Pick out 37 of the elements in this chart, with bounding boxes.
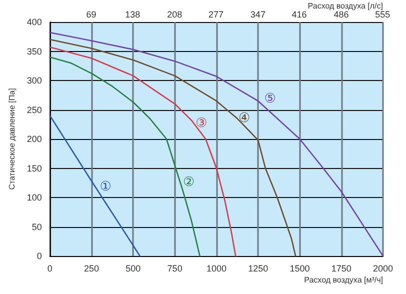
y-axis-title: Статическое давление [Па] (8, 88, 16, 190)
x2-tick-label: 486 (334, 10, 349, 20)
annotation: ⑤ (264, 91, 276, 106)
x2-tick-label: 555 (375, 10, 390, 20)
y-tick-label: 50 (32, 222, 42, 232)
x2-tick-label: 277 (208, 10, 224, 20)
annotation: ① (100, 180, 112, 195)
annotation: ② (182, 174, 195, 190)
x-tick-label: 1750 (331, 264, 352, 274)
annotation: ③ (196, 116, 208, 131)
y-tick-label: 150 (26, 163, 42, 174)
x-tick-label: 1250 (248, 264, 268, 274)
x2-tick-label: 416 (292, 10, 307, 20)
y-tick-label: 300 (26, 76, 42, 86)
x2-tick-label: 208 (167, 10, 182, 20)
x2-tick-label: 347 (250, 10, 266, 20)
x-tick-label: 750 (167, 264, 182, 274)
y-tick-label: 200 (26, 134, 42, 144)
x-tick-label: 1000 (206, 264, 226, 274)
y-tick-label: 350 (26, 46, 42, 56)
x-axis-title: Расход воздуха [м³/ч] (304, 276, 383, 284)
y-tick-label: 100 (26, 192, 42, 202)
line-series (49, 46, 236, 257)
x-tick-label: 0 (47, 264, 52, 274)
annotation: ④ (238, 111, 250, 126)
x-tick-label: 500 (126, 264, 141, 274)
x2-axis-title: Расход воздуха [л/с] (308, 2, 383, 10)
x2-tick-label: 69 (86, 10, 96, 20)
line-series (49, 38, 296, 257)
x-tick-label: 250 (84, 264, 100, 274)
y-tick-label: 0 (36, 251, 42, 261)
x-tick-label: 2000 (372, 264, 394, 274)
line-series (49, 114, 140, 257)
y-tick-label: 400 (26, 17, 42, 27)
x2-tick-label: 138 (125, 10, 140, 20)
x-tick-label: 1500 (290, 264, 310, 274)
y-tick-label: 250 (26, 104, 42, 115)
